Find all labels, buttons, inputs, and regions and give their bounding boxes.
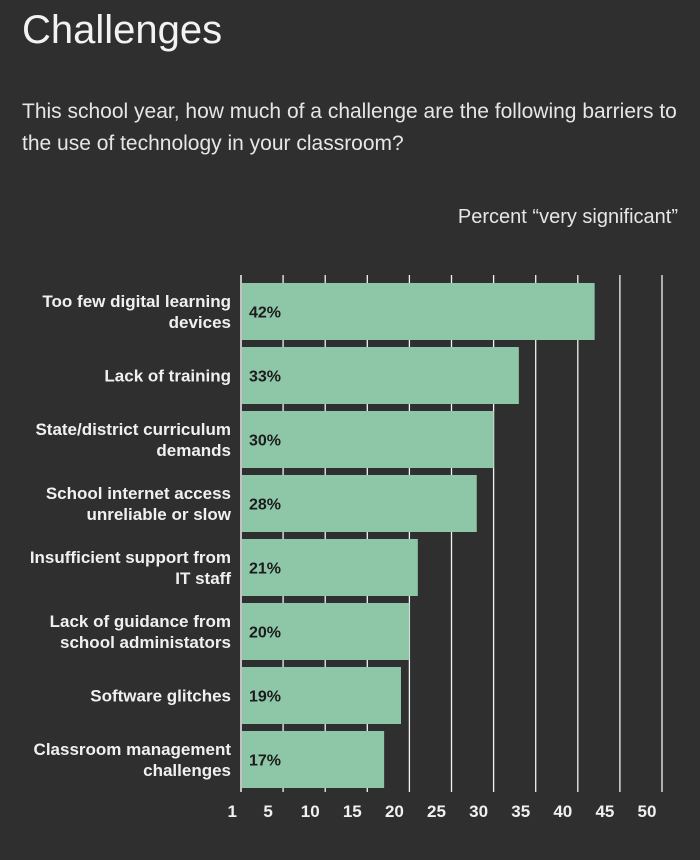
bar-value-label: 33% <box>249 369 281 386</box>
page-title: Challenges <box>22 8 223 52</box>
bar-value-label: 30% <box>249 433 281 450</box>
category-label: Too few digital learning devices <box>42 292 231 332</box>
category-label: Software glitches <box>90 687 231 706</box>
chart-question: This school year, how much of a challeng… <box>22 100 677 155</box>
x-tick-label: 15 <box>343 802 362 821</box>
x-tick-label: 5 <box>263 802 272 821</box>
bar <box>242 347 519 404</box>
category-label: School internet access unreliable or slow <box>46 484 232 524</box>
x-tick-label: 45 <box>595 802 614 821</box>
x-axis-ticks: 1 5 10 15 20 25 30 35 40 45 50 <box>228 802 657 821</box>
x-tick-label: 50 <box>638 802 657 821</box>
bar <box>242 539 418 596</box>
category-label: Lack of guidance from school administator… <box>50 612 231 652</box>
x-tick-label: 10 <box>301 802 320 821</box>
x-tick-label: 1 <box>228 802 237 821</box>
value-labels: 42% 33% 30% 28% 21% 20% 19% 17% <box>249 305 281 770</box>
bar <box>242 283 595 340</box>
category-label: Classroom management challenges <box>34 740 232 780</box>
bar <box>242 667 401 724</box>
bar-value-label: 19% <box>249 689 281 706</box>
bar-value-label: 21% <box>249 561 281 578</box>
bar-value-label: 17% <box>249 753 281 770</box>
category-labels: Too few digital learning devices Lack of t… <box>30 292 232 780</box>
bar <box>242 603 410 660</box>
axis-caption: Percent “very significant” <box>457 206 678 228</box>
bars <box>242 283 595 788</box>
bar-value-label: 28% <box>249 497 281 514</box>
x-tick-label: 30 <box>469 802 488 821</box>
category-label: State/district curriculum demands <box>35 420 231 460</box>
bar <box>242 731 385 788</box>
bar-value-label: 20% <box>249 625 281 642</box>
bar <box>242 411 494 468</box>
x-tick-label: 40 <box>553 802 572 821</box>
bar-value-label: 42% <box>249 305 281 322</box>
x-tick-label: 25 <box>427 802 446 821</box>
x-tick-label: 20 <box>385 802 404 821</box>
bar <box>242 475 477 532</box>
category-label: Lack of training <box>104 367 231 386</box>
x-tick-label: 35 <box>511 802 530 821</box>
category-label: Insufficient support from IT staff <box>30 548 231 588</box>
